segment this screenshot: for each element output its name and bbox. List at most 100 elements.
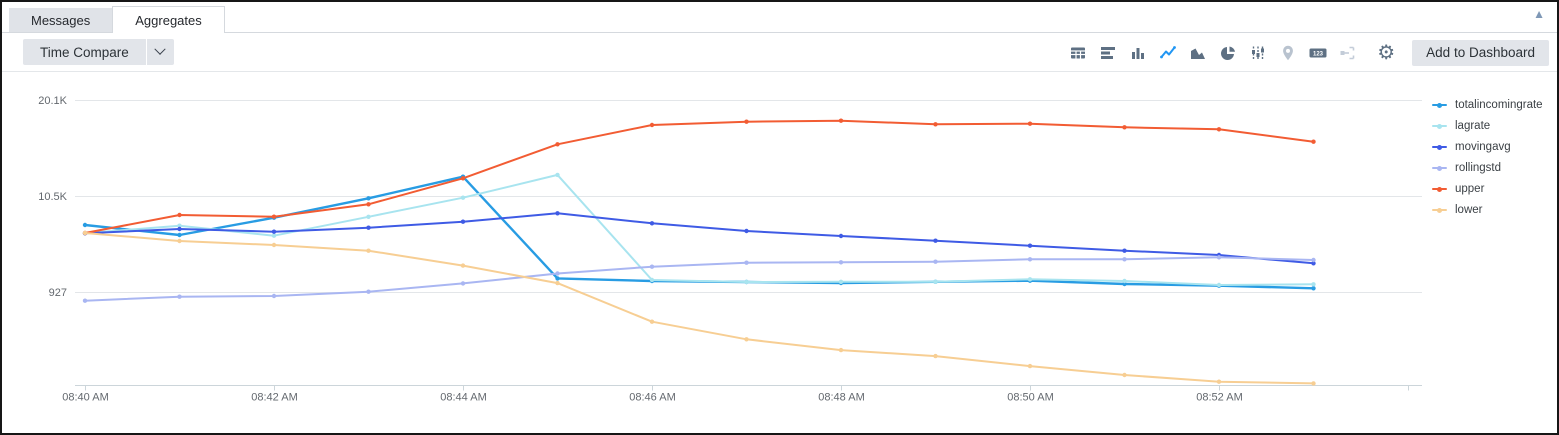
data-point — [1216, 127, 1222, 132]
legend-label: rollingstd — [1455, 162, 1502, 174]
data-point — [1122, 281, 1127, 287]
number-badge-icon[interactable]: 123 — [1308, 43, 1328, 63]
data-point — [649, 277, 655, 283]
data-point — [460, 263, 466, 268]
data-point — [838, 280, 844, 286]
legend-marker — [1432, 102, 1447, 108]
data-point — [838, 279, 844, 284]
data-point — [1216, 255, 1222, 260]
tab-messages[interactable]: Messages — [9, 8, 113, 32]
data-point — [1311, 286, 1316, 291]
data-point — [1027, 277, 1033, 282]
area-chart-icon[interactable] — [1188, 43, 1208, 63]
data-point — [649, 278, 655, 284]
x-axis-label: 08:50 AM — [1007, 392, 1053, 404]
series-line — [83, 175, 1315, 290]
chevron-down-icon — [154, 43, 166, 55]
legend-label: lower — [1455, 204, 1483, 216]
table-icon-glyph — [1071, 47, 1086, 58]
time-compare-button[interactable]: Time Compare — [23, 39, 146, 65]
legend-item-rollingstd[interactable]: rollingstd — [1432, 162, 1543, 174]
legend-marker — [1432, 165, 1447, 171]
data-point — [460, 176, 466, 181]
chart-toolbar: Time Compare — [2, 33, 1557, 72]
map-pin-icon[interactable] — [1278, 43, 1298, 63]
tab-aggregates[interactable]: Aggregates — [112, 6, 225, 33]
data-point — [366, 248, 371, 253]
data-point — [177, 212, 182, 218]
data-point — [1122, 372, 1127, 378]
bar-chart-horizontal-icon[interactable] — [1098, 43, 1118, 63]
data-point — [82, 231, 88, 236]
data-point — [271, 242, 277, 248]
series-lower — [82, 230, 1316, 386]
series-movingavg — [82, 211, 1316, 266]
data-point — [271, 215, 277, 220]
number-badge-glyph: 123 — [1309, 48, 1327, 57]
data-point — [82, 230, 88, 236]
data-point — [82, 230, 88, 236]
data-point — [177, 238, 182, 244]
series-line — [84, 232, 1315, 385]
legend-item-upper[interactable]: upper — [1432, 183, 1543, 195]
data-point — [271, 293, 277, 299]
data-point — [838, 233, 844, 239]
data-point — [366, 214, 371, 219]
bar-chart-vertical-icon[interactable] — [1128, 43, 1148, 63]
add-to-dashboard-button[interactable]: Add to Dashboard — [1412, 39, 1549, 66]
legend-label: totalincomingrate — [1455, 99, 1543, 111]
tab-aggregates-label: Aggregates — [135, 12, 202, 28]
y-axis-label: 927 — [49, 287, 67, 299]
time-compare-chevron-button[interactable] — [146, 39, 174, 65]
chart-panel: 20.1K 10.5K 927 08:40 AM 08:42 AM 08:44 AM 08:… — [2, 72, 1557, 432]
legend-label: upper — [1455, 183, 1485, 195]
legend-item-lagrate[interactable]: lagrate — [1432, 120, 1543, 132]
legend-marker — [1432, 144, 1447, 150]
gear-icon[interactable]: ⚙ — [1376, 43, 1396, 63]
toolbar-icon-group: 123 ⚙ Add to Dashboard — [1068, 33, 1549, 72]
data-point — [555, 142, 560, 147]
gear-glyph: ⚙ — [1377, 41, 1396, 64]
flow-icon[interactable] — [1338, 43, 1358, 63]
data-point — [1027, 121, 1033, 126]
x-axis-label: 08:48 AM — [818, 392, 864, 404]
x-axis-label: 08:44 AM — [440, 392, 486, 404]
tab-messages-label: Messages — [31, 12, 91, 28]
legend-item-totalincomingrate[interactable]: totalincomingrate — [1432, 99, 1543, 111]
data-point — [555, 276, 560, 281]
data-point — [460, 174, 466, 179]
flow-glyph — [1340, 46, 1355, 59]
sliders-icon[interactable] — [1248, 43, 1268, 63]
pie-chart-icon[interactable] — [1218, 43, 1238, 63]
data-point — [838, 260, 844, 265]
line-chart-icon[interactable] — [1158, 43, 1178, 63]
data-point — [649, 122, 655, 128]
y-axis-label: 20.1K — [38, 95, 67, 107]
data-point — [744, 228, 749, 234]
data-point — [1027, 243, 1033, 248]
data-point — [82, 231, 88, 236]
line-chart-glyph — [1160, 45, 1177, 58]
tab-bar: Messages Aggregates ▲ — [2, 2, 1557, 33]
data-point — [1311, 282, 1316, 287]
legend-item-lower[interactable]: lower — [1432, 204, 1543, 216]
data-point — [1027, 363, 1033, 369]
data-point — [177, 226, 182, 232]
data-point — [271, 233, 277, 238]
legend-item-movingavg[interactable]: movingavg — [1432, 141, 1543, 153]
data-point — [933, 238, 938, 243]
data-point — [555, 172, 560, 178]
x-axis-label: 08:52 AM — [1196, 392, 1242, 404]
data-point — [933, 259, 938, 264]
map-pin-glyph — [1283, 45, 1294, 60]
data-point — [933, 122, 938, 127]
collapse-up-icon[interactable]: ▲ — [1533, 7, 1545, 21]
data-point — [177, 232, 182, 238]
data-point — [460, 219, 466, 224]
series-line — [84, 173, 1315, 286]
data-point — [366, 289, 371, 294]
legend: totalincomingrate lagrate movingavg rolling… — [1432, 99, 1543, 216]
x-axis-label: 08:40 AM — [62, 392, 108, 404]
table-icon[interactable] — [1068, 43, 1088, 63]
